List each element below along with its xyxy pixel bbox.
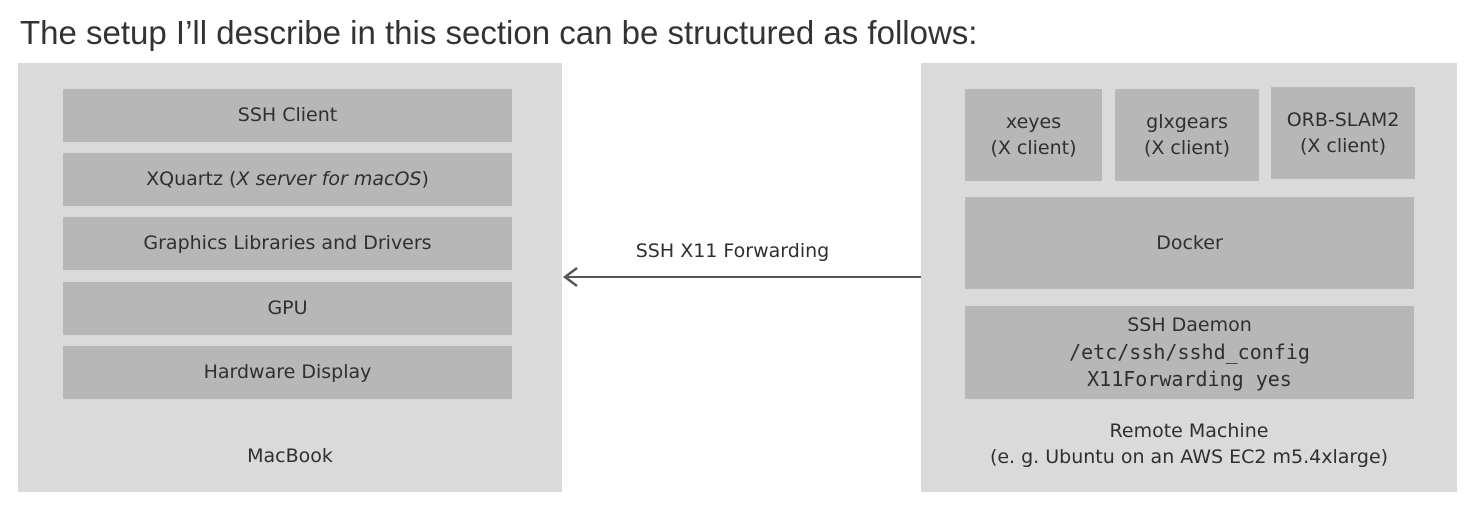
x11-forwarding-setting: X11Forwarding yes xyxy=(1087,366,1292,391)
arrow-head xyxy=(562,267,578,287)
client-box-glxgears: glxgears (X client) xyxy=(1115,89,1259,181)
gpu-label: GPU xyxy=(267,297,308,320)
client-role: (X client) xyxy=(990,137,1077,159)
ssh-daemon-layer: SSH Daemon /etc/ssh/sshd_config X11Forwa… xyxy=(965,306,1414,399)
client-name: glxgears xyxy=(1146,110,1228,133)
ssh-client-layer: SSH Client xyxy=(63,89,512,142)
xquartz-label-italic: X server for macOS xyxy=(236,168,422,191)
connection-label: SSH X11 Forwarding xyxy=(635,240,830,262)
client-box-orb-slam2: ORB-SLAM2 (X client) xyxy=(1271,87,1415,179)
xquartz-layer: XQuartz (X server for macOS) xyxy=(63,153,512,206)
docker-layer: Docker xyxy=(965,197,1414,289)
graphics-layer: Graphics Libraries and Drivers xyxy=(63,217,512,270)
section-heading: The setup I’ll describe in this section … xyxy=(20,14,978,51)
xquartz-label: XQuartz (X server for macOS) xyxy=(146,166,429,192)
remote-machine-label: Remote Machine (e. g. Ubuntu on an AWS E… xyxy=(921,418,1457,470)
client-box-xeyes: xeyes (X client) xyxy=(965,89,1102,181)
macbook-label: MacBook xyxy=(18,443,562,469)
client-name: ORB-SLAM2 xyxy=(1286,108,1400,131)
gpu-layer: GPU xyxy=(63,282,512,335)
forwarding-arrow xyxy=(562,267,922,287)
remote-machine-title: Remote Machine xyxy=(1109,420,1269,442)
xquartz-label-prefix: XQuartz ( xyxy=(146,168,237,191)
xquartz-label-suffix: ) xyxy=(421,168,429,191)
client-role: (X client) xyxy=(1143,137,1231,159)
macbook-label-text: MacBook xyxy=(247,445,333,467)
docker-label: Docker xyxy=(1156,231,1223,254)
graphics-label: Graphics Libraries and Drivers xyxy=(143,232,432,255)
display-layer: Hardware Display xyxy=(63,346,512,399)
remote-machine-subtitle: (e. g. Ubuntu on an AWS EC2 m5.4xlarge) xyxy=(989,446,1389,469)
remote-machine-panel: xeyes (X client) glxgears (X client) ORB… xyxy=(921,63,1457,492)
client-name: xeyes xyxy=(1005,110,1062,133)
sshd-config-path: /etc/ssh/sshd_config xyxy=(1069,339,1310,364)
display-label: Hardware Display xyxy=(203,361,372,384)
macbook-panel: SSH Client XQuartz (X server for macOS) … xyxy=(18,63,562,492)
ssh-daemon-title: SSH Daemon xyxy=(1127,314,1252,337)
client-role: (X client) xyxy=(1299,135,1387,157)
ssh-client-label: SSH Client xyxy=(237,104,338,127)
